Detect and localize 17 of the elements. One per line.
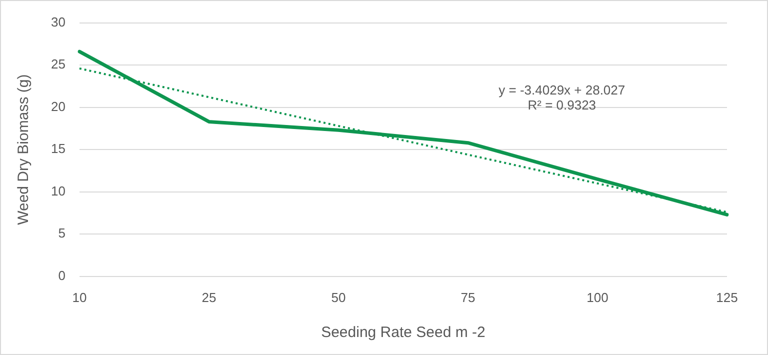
y-tick-label: 15	[50, 141, 66, 156]
y-tick-label: 5	[58, 226, 66, 241]
y-axis-title: Weed Dry Biomass (g)	[15, 74, 32, 225]
x-tick-label: 75	[460, 290, 476, 305]
y-tick-label: 0	[58, 268, 66, 283]
annotation: R² = 0.9323	[528, 97, 596, 112]
x-tick-label: 50	[331, 290, 346, 305]
y-tick-label: 20	[50, 98, 66, 114]
x-tick-label: 100	[586, 290, 608, 305]
y-tick-label: 10	[50, 183, 66, 198]
y-tick-label: 30	[50, 14, 66, 30]
y-tick-label: 25	[50, 56, 66, 72]
x-tick-label: 25	[202, 290, 216, 305]
x-axis-title: Seeding Rate Seed m -2	[321, 324, 486, 342]
x-tick-label: 10	[72, 290, 87, 305]
annotation: y = -3.4029x + 28.027	[498, 82, 626, 98]
x-tick-label: 125	[716, 290, 738, 305]
